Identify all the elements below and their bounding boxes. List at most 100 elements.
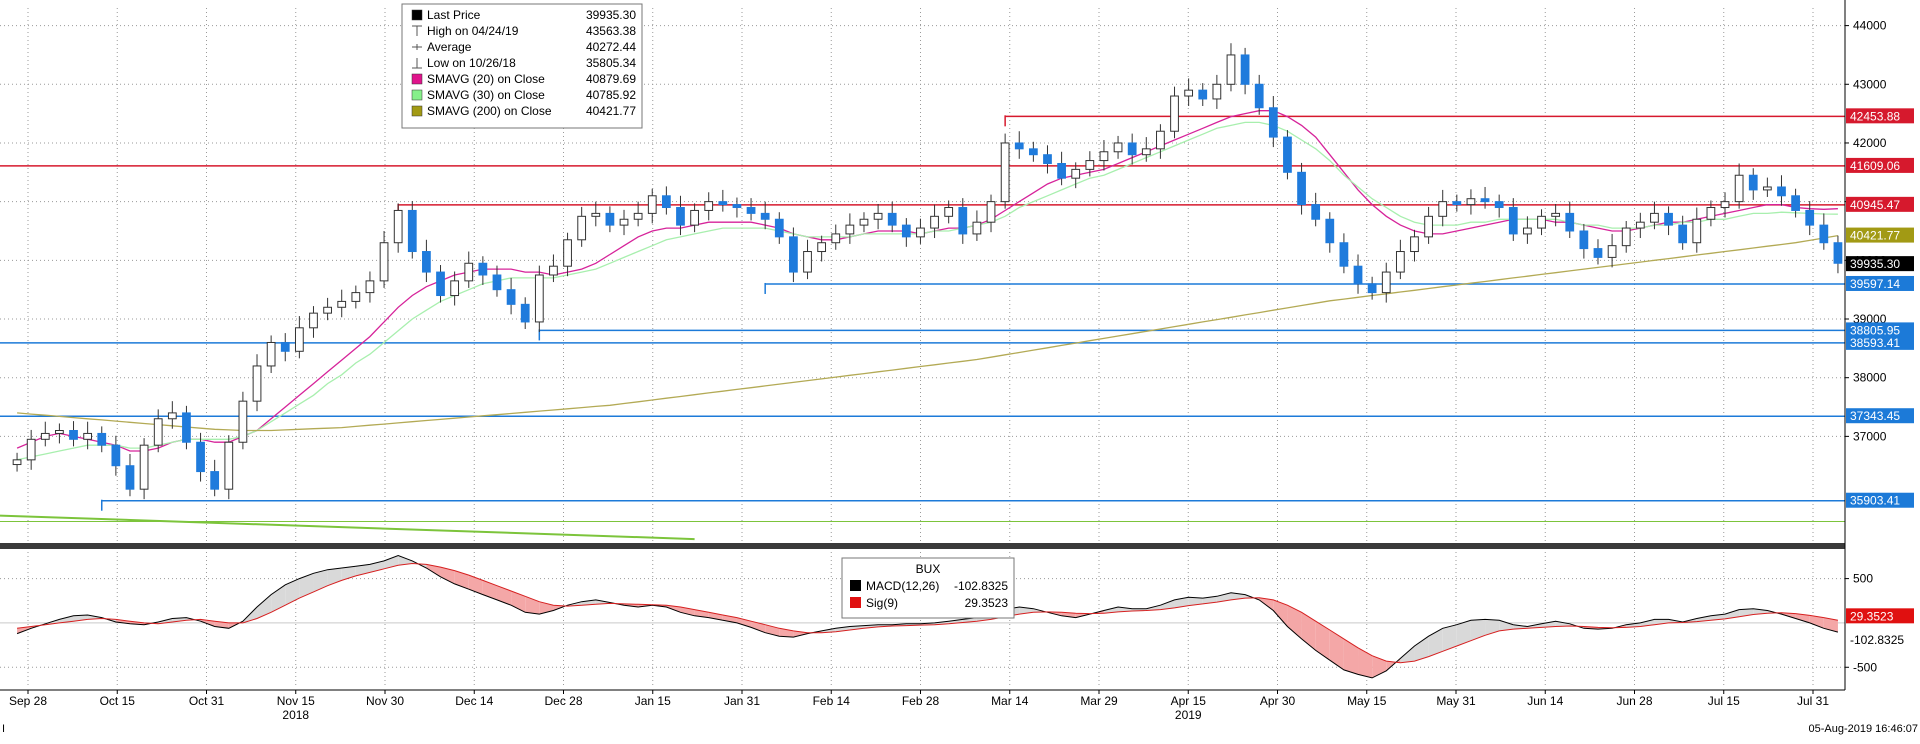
candle-body [1537, 215, 1546, 229]
grid-layer [0, 8, 1845, 685]
candle-body [563, 239, 572, 267]
level-label-box [1846, 275, 1914, 291]
candle-body [323, 306, 332, 314]
candle-body [309, 312, 318, 329]
candle-body [873, 212, 883, 220]
candles-layer [12, 43, 1843, 500]
candle-body [1000, 142, 1010, 203]
candle-body [1833, 242, 1843, 264]
macd-fill-segment [1287, 605, 1302, 639]
candle-body [1297, 171, 1306, 206]
level-label-box [1846, 157, 1914, 173]
macd-fill-segment [482, 580, 497, 600]
level-label-box [1846, 322, 1914, 338]
candle-body [930, 215, 939, 229]
candle-body [577, 215, 587, 241]
candle-body [831, 233, 841, 244]
legend-value: 39935.30 [586, 8, 636, 22]
macd-fill-segment [454, 570, 469, 590]
macd-fill-segment [1216, 592, 1231, 603]
candle-body [111, 444, 121, 467]
candle-body [407, 209, 417, 253]
legend-value: 40785.92 [586, 88, 636, 102]
candle-body [661, 195, 671, 209]
level-label-box [1846, 256, 1914, 272]
candle-body [1367, 283, 1377, 294]
candle-body [1028, 148, 1038, 156]
macd-legend-value: 29.3523 [965, 596, 1009, 610]
candle-body [1508, 207, 1518, 235]
macd-fill-segment [1358, 647, 1373, 678]
macd-fill-segment [1188, 597, 1203, 606]
price-legend-box [401, 3, 643, 129]
candle-body [196, 441, 205, 473]
x-tick-label: Jul 15 [1708, 694, 1740, 708]
macd-fill-segment [1400, 645, 1415, 663]
macd-fill-segment [384, 555, 399, 569]
candle-body [803, 251, 812, 273]
candle-body [1762, 186, 1772, 191]
candle-body [1268, 107, 1278, 138]
level-label: 40421.77 [1850, 229, 1900, 243]
candle-body [1381, 271, 1391, 294]
candle-body [647, 195, 657, 214]
level-label: 39935.30 [1850, 257, 1900, 271]
candle-body [1593, 248, 1603, 258]
candle-body [1791, 195, 1800, 211]
candle-body [1424, 215, 1433, 238]
candle-body [125, 465, 135, 490]
macd-legend-box [841, 557, 1015, 619]
candle-body [605, 212, 615, 226]
level-label: 40945.47 [1850, 198, 1900, 212]
macd-value-label-box [1846, 608, 1914, 624]
x-tick-label: Jan 15 [635, 694, 671, 708]
candle-body [887, 212, 897, 226]
candle-body [1127, 142, 1137, 156]
macd-fill-segment [1823, 617, 1838, 633]
candle-body [1706, 207, 1716, 220]
candle-body [916, 227, 925, 238]
candle-body [1466, 198, 1476, 206]
legend-value: 35805.34 [586, 56, 636, 70]
level-label-box [1846, 334, 1914, 350]
y-tick-label: 37000 [1853, 429, 1887, 443]
macd-layer [16, 554, 1839, 679]
candle-body [1551, 212, 1561, 217]
candle-body [1240, 54, 1250, 85]
candle-body [633, 212, 643, 220]
y-tick-label: 44000 [1853, 19, 1887, 33]
macd-legend-label: MACD(12,26) [866, 579, 939, 593]
candle-body [1311, 204, 1321, 220]
candle-body [1057, 163, 1066, 179]
macd-fill-segment [1456, 620, 1471, 646]
macd-fill-segment [299, 573, 314, 599]
macd-fill-segment [285, 578, 300, 606]
candle-body [520, 303, 530, 323]
macd-legend-swatch [850, 580, 861, 591]
level-label-box [1846, 227, 1914, 243]
candle-body [1141, 148, 1151, 156]
candle-body [986, 201, 996, 223]
level-label: 37343.45 [1850, 409, 1900, 423]
y-tick-label: 42000 [1853, 136, 1887, 150]
y-tick-label: 38000 [1853, 371, 1887, 385]
x-tick-label: Jun 14 [1527, 694, 1563, 708]
legend-low-marker [412, 58, 422, 69]
macd-fill-segment [1202, 596, 1217, 604]
macd-fill-segment [1160, 599, 1175, 610]
candle-body [337, 300, 347, 308]
legend-label: High on 04/24/19 [427, 24, 519, 38]
candle-body [351, 292, 361, 302]
level-label-box [1846, 196, 1914, 212]
candle-body [55, 430, 64, 434]
moving-average-line [16, 121, 1838, 461]
macd-fill-segment [722, 614, 737, 623]
x-tick-label: May 15 [1347, 694, 1387, 708]
candle-body [1184, 89, 1194, 97]
candle-body [280, 341, 290, 352]
x-tick-label: Jun 28 [1616, 694, 1652, 708]
candle-body [774, 218, 784, 238]
macd-fill-segment [1809, 615, 1824, 629]
x-tick-label: Oct 15 [100, 694, 136, 708]
moving-average-line [17, 234, 1839, 432]
